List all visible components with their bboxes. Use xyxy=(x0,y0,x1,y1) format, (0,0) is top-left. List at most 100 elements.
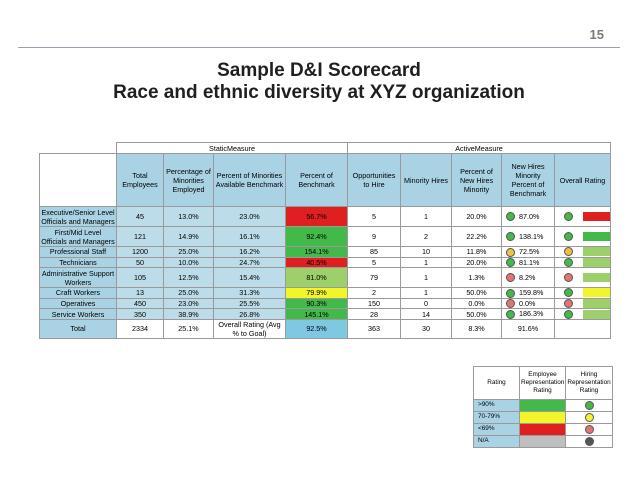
cell: 10.0% xyxy=(163,256,214,269)
col-header: Percent of Minorities Available Benchmar… xyxy=(213,153,286,207)
cell: 50 xyxy=(116,256,164,269)
legend-swatch xyxy=(519,435,566,448)
cell: 10 xyxy=(400,246,453,258)
row-label: Craft Workers xyxy=(39,287,117,299)
cell: 25.5% xyxy=(213,297,286,310)
cell: 91.6% xyxy=(501,318,556,339)
status-dot-icon xyxy=(564,309,574,319)
status-dot-icon xyxy=(506,288,516,298)
rating-swatch xyxy=(582,212,610,221)
new-hire-benchmark-cell: 81.1% xyxy=(501,256,556,269)
benchmark-value: 72.5% xyxy=(519,247,540,256)
benchmark-cell: 92.4% xyxy=(284,226,349,247)
row-label: Operatives xyxy=(39,297,117,310)
active-measure-header: ActiveMeasure xyxy=(347,142,612,154)
col-header: Minority Hires xyxy=(400,153,453,207)
legend-row: 70-79% xyxy=(473,411,613,424)
cell: 363 xyxy=(347,318,402,339)
status-dot-icon xyxy=(506,258,516,267)
total-row: Total 2334 25.1% Overall Rating (Avg % t… xyxy=(39,318,612,339)
col-header: Percent of Benchmark xyxy=(284,153,349,207)
status-dot-icon xyxy=(506,212,516,222)
rating-swatch xyxy=(582,273,610,283)
cell: 350 xyxy=(116,308,164,320)
cell: 1 xyxy=(400,267,453,289)
benchmark-cell: 81.0% xyxy=(284,267,349,289)
cell: 23.0% xyxy=(163,297,214,310)
overall-rating-cell xyxy=(554,267,612,289)
benchmark-value: 81.1% xyxy=(519,257,540,267)
overall-rating-cell xyxy=(554,297,612,310)
legend-dot-cell xyxy=(565,411,613,424)
benchmark-value: 8.2% xyxy=(519,272,536,282)
legend-row: >90% xyxy=(473,399,613,412)
row-label: Technicians xyxy=(39,256,117,269)
benchmark-cell: 79.9% xyxy=(284,287,349,299)
status-dot-icon xyxy=(564,258,574,267)
cell: 11.8% xyxy=(451,246,503,258)
cell: 23.0% xyxy=(213,206,286,227)
cell: 45 xyxy=(116,206,164,227)
benchmark-value: 0.0% xyxy=(519,298,536,308)
cell: 25.0% xyxy=(163,287,214,299)
header-blank xyxy=(39,153,117,207)
cell: 15.4% xyxy=(213,267,286,289)
status-dot-icon xyxy=(564,299,574,308)
cell: 2 xyxy=(347,287,402,299)
cell: 5 xyxy=(347,256,402,269)
legend-row: <69% xyxy=(473,423,613,436)
cell: 50.0% xyxy=(451,287,503,299)
overall-rating-cell xyxy=(554,206,612,227)
legend-label: 70-79% xyxy=(473,411,520,424)
status-dot-icon xyxy=(564,273,574,283)
table-row: Craft Workers 13 25.0% 31.3% 79.9% 2 1 50.0% 159… xyxy=(39,287,612,299)
row-label: First/Mid Level Officials and Managers xyxy=(39,226,117,247)
new-hire-benchmark-cell: 87.0% xyxy=(501,206,556,227)
rating-swatch xyxy=(582,299,610,308)
cell: 0.0% xyxy=(451,297,503,310)
corner-cell xyxy=(39,142,117,154)
legend-label: <69% xyxy=(473,423,520,436)
benchmark-cell: 56.7% xyxy=(284,206,349,227)
legend-swatch xyxy=(519,411,566,424)
legend-swatch xyxy=(519,399,566,412)
benchmark-value: 186.3% xyxy=(519,309,544,319)
column-header-row: Total Employees Percentage of Minorities… xyxy=(39,153,612,207)
cell: 1 xyxy=(400,206,453,227)
cell: 14 xyxy=(400,308,453,320)
cell: 1 xyxy=(400,287,453,299)
table-row: First/Mid Level Officials and Managers 12… xyxy=(39,226,612,247)
row-label: Service Workers xyxy=(39,308,117,320)
cell: 31.3% xyxy=(213,287,286,299)
legend-dot-cell xyxy=(565,399,613,412)
benchmark-cell: 154.1% xyxy=(284,246,349,258)
cell: 121 xyxy=(116,226,164,247)
row-label: Professional Staff xyxy=(39,246,117,258)
table-row: Executive/Senior Level Officials and Man… xyxy=(39,206,612,227)
legend-label: >90% xyxy=(473,399,520,412)
page-number: 15 xyxy=(589,27,604,42)
cell: 2334 xyxy=(116,318,164,339)
cell: 20.0% xyxy=(451,206,503,227)
status-dot-icon xyxy=(584,436,594,446)
static-measure-header: StaticMeasure xyxy=(115,142,349,154)
row-label: Administrative Support Workers xyxy=(39,267,117,289)
cell: 25.0% xyxy=(163,246,214,258)
table-row: Professional Staff 1200 25.0% 16.2% 154.1% 85… xyxy=(39,246,612,258)
new-hire-benchmark-cell: 0.0% xyxy=(501,297,556,310)
cell-empty xyxy=(554,318,612,339)
status-dot-icon xyxy=(564,247,574,257)
benchmark-value: 138.1% xyxy=(519,231,544,241)
cell: 0 xyxy=(400,297,453,310)
status-dot-icon xyxy=(564,288,574,298)
rating-swatch xyxy=(582,309,610,319)
new-hire-benchmark-cell: 159.8% xyxy=(501,287,556,299)
cell: 85 xyxy=(347,246,402,258)
cell: 16.2% xyxy=(213,246,286,258)
cell: 13.0% xyxy=(163,206,214,227)
cell: 8.3% xyxy=(451,318,503,339)
cell: 50.0% xyxy=(451,308,503,320)
cell: 38.9% xyxy=(163,308,214,320)
status-dot-icon xyxy=(564,212,574,221)
cell: 5 xyxy=(347,206,402,227)
